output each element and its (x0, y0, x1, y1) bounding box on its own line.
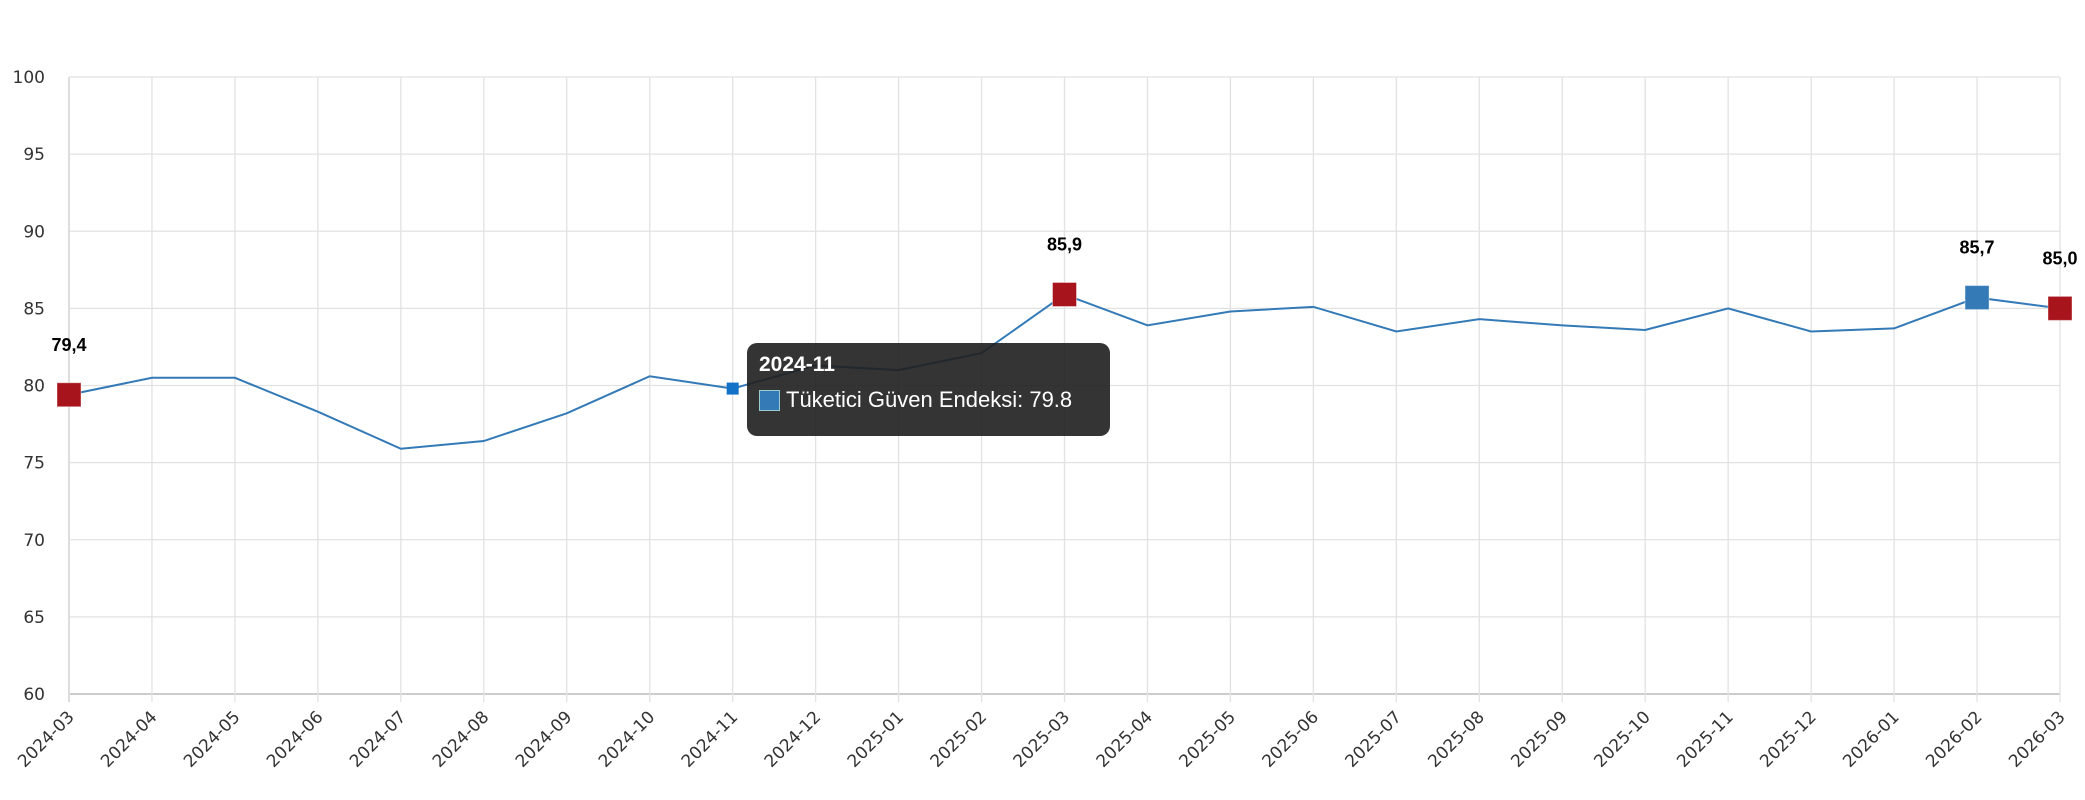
tooltip-title: 2024-11 (759, 353, 835, 376)
x-tick-label: 2026-03 (2005, 707, 2069, 771)
data-label: 85,0 (2042, 248, 2077, 268)
x-tick-label: 2026-01 (1839, 707, 1903, 771)
y-tick-label: 100 (13, 68, 45, 88)
tooltip: 2024-11 Tüketici Güven Endeksi: 79.8 (747, 343, 1110, 436)
hover-marker (726, 382, 739, 395)
data-label: 85,7 (1960, 238, 1995, 258)
y-tick-label: 95 (23, 145, 45, 165)
y-tick-label: 60 (23, 685, 45, 705)
x-tick-label: 2025-04 (1093, 707, 1157, 771)
y-tick-label: 65 (23, 608, 45, 628)
highlight-marker (1052, 281, 1077, 307)
x-tick-label: 2025-08 (1424, 707, 1488, 771)
y-tick-label: 85 (23, 299, 45, 319)
tooltip-text: Tüketici Güven Endeksi: 79.8 (786, 387, 1073, 412)
x-tick-label: 2024-05 (180, 707, 244, 771)
x-tick-label: 2024-09 (512, 707, 576, 771)
x-tick-label: 2024-03 (14, 707, 78, 771)
x-tick-label: 2025-01 (844, 707, 908, 771)
x-tick-label: 2026-02 (1922, 707, 1986, 771)
tooltip-series-swatch (759, 389, 780, 411)
x-tick-label: 2025-11 (1673, 707, 1737, 771)
x-tick-label: 2024-12 (761, 707, 825, 771)
x-tick-label: 2025-06 (1259, 707, 1323, 771)
y-tick-label: 70 (23, 531, 45, 551)
x-tick-label: 2025-12 (1756, 707, 1820, 771)
highlight-marker (2047, 295, 2073, 321)
x-tick-label: 2024-04 (97, 707, 161, 771)
x-tick-label: 2024-10 (595, 707, 659, 771)
x-tick-label: 2025-02 (927, 707, 991, 771)
highlight-marker (56, 382, 82, 408)
x-tick-label: 2025-05 (1176, 707, 1240, 771)
x-tick-label: 2025-03 (1010, 707, 1074, 771)
data-label: 85,9 (1047, 234, 1082, 254)
x-tick-label: 2024-07 (346, 707, 410, 771)
x-tick-label: 2024-11 (678, 707, 742, 771)
y-tick-label: 75 (23, 454, 45, 474)
x-tick-label: 2025-07 (1342, 707, 1406, 771)
x-tick-label: 2025-10 (1590, 707, 1654, 771)
x-tick-label: 2024-08 (429, 707, 493, 771)
x-tick-label: 2025-09 (1507, 707, 1571, 771)
x-tick-label: 2024-06 (263, 707, 327, 771)
highlight-marker (1964, 285, 1990, 311)
y-tick-label: 90 (23, 222, 45, 242)
data-label: 79,4 (51, 335, 86, 355)
y-tick-label: 80 (23, 377, 45, 397)
